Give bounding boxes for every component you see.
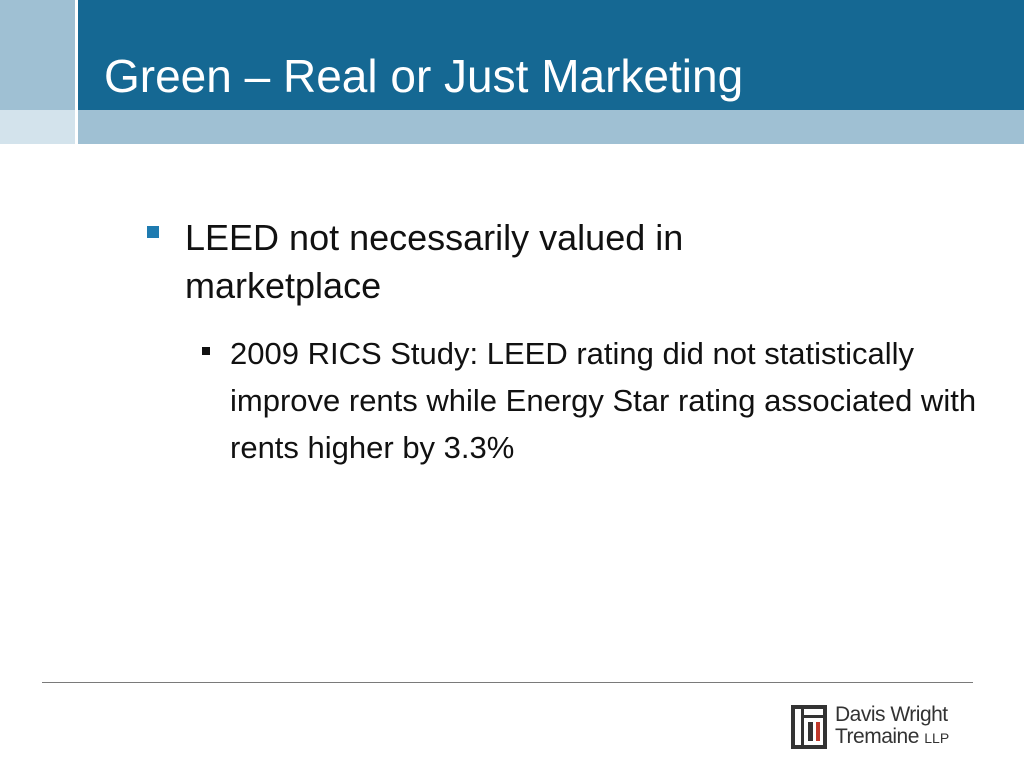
header-bar [0,0,1024,110]
logo-mark-icon [791,705,827,749]
logo-text-llp: LLP [924,730,950,746]
square-bullet-icon [147,226,159,238]
header-side-block [0,0,75,110]
header-divider [75,0,78,110]
sub-bullet-text: 2009 RICS Study: LEED rating did not sta… [230,336,977,465]
logo-text-line-1: Davis Wright [835,703,948,726]
logo-text-tremaine: Tremaine [835,725,919,748]
footer-divider [42,682,973,683]
slide-title: Green – Real or Just Marketing [104,50,744,102]
bullet-text: LEED not necessarily valued in marketpla… [185,217,684,306]
company-logo: Davis Wright Tremaine LLP [791,703,976,751]
square-bullet-icon [202,347,210,355]
logo-text-line-2: Tremaine LLP [835,725,949,750]
header-band-side-block [0,110,75,144]
bullet-level-2: 2009 RICS Study: LEED rating did not sta… [202,330,992,471]
header-band-divider [75,110,78,144]
header-band [0,110,1024,144]
bullet-level-1: LEED not necessarily valued in marketpla… [147,214,867,310]
